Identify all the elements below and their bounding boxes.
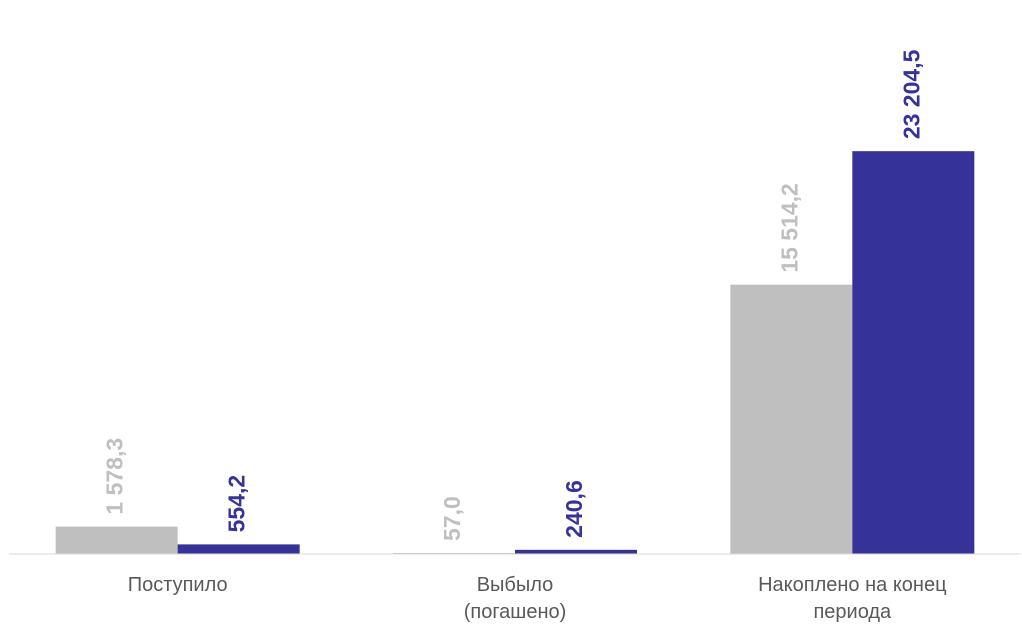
x-tick-label: Поступило: [127, 574, 228, 596]
value-label: 554,2: [224, 475, 250, 533]
bar: [55, 526, 178, 554]
value-label: 57,0: [439, 496, 465, 541]
value-label: 240,6: [561, 480, 587, 538]
bar: [852, 151, 975, 555]
value-label: 1 578,3: [102, 438, 128, 515]
x-tick-label: Накоплено на конец периода: [758, 574, 947, 623]
value-label: 15 514,2: [776, 183, 802, 273]
bar: [515, 549, 637, 554]
bar: [730, 284, 853, 554]
bar: [177, 544, 300, 554]
x-tick-label: Выбыло (погашено): [463, 574, 567, 623]
value-label: 23 204,5: [898, 49, 924, 139]
